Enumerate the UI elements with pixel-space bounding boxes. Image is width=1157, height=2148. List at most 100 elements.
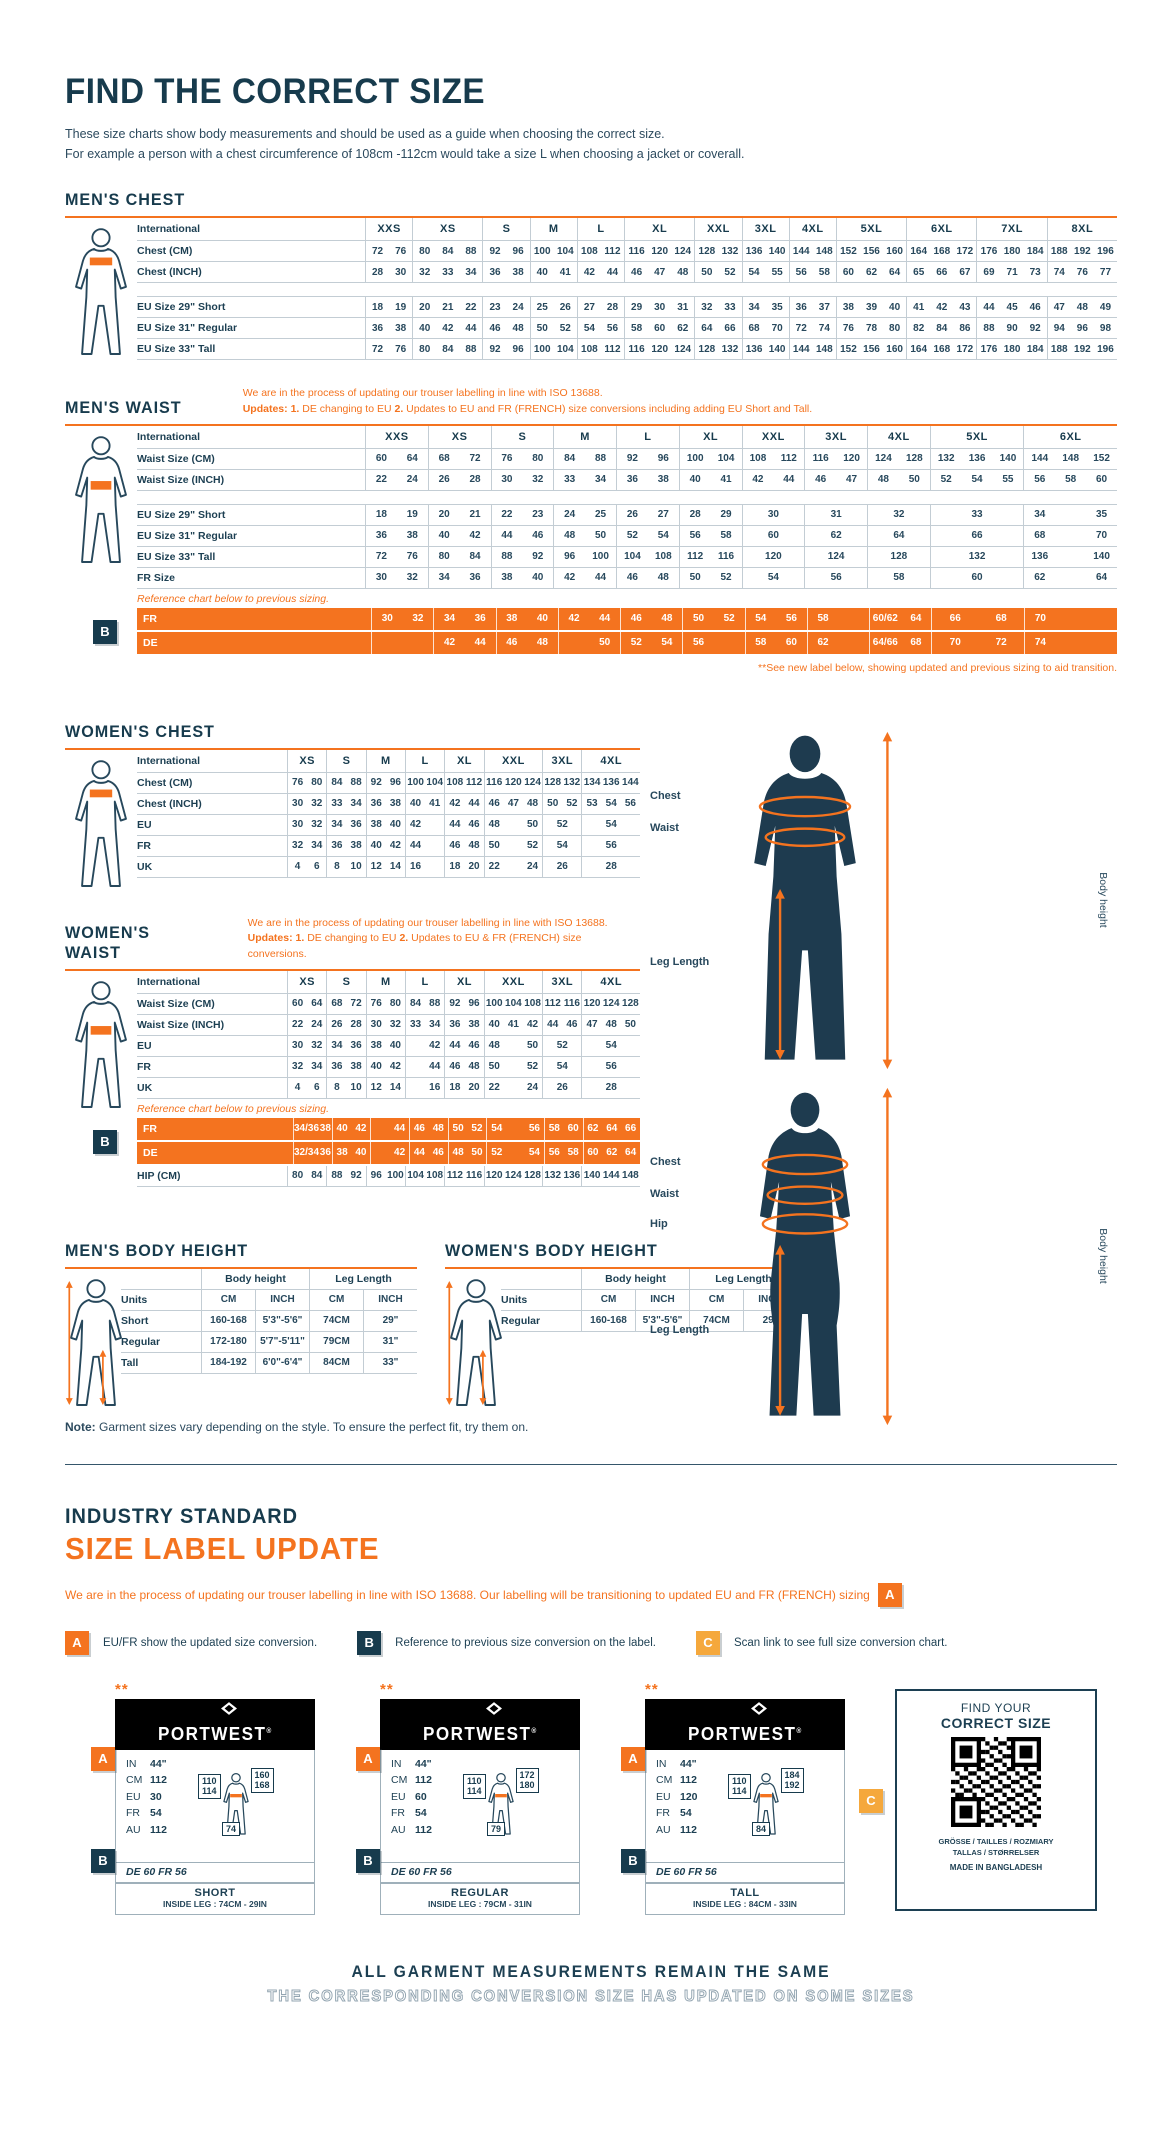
- size-column: 62: [804, 525, 867, 546]
- size-column: 28: [581, 1077, 640, 1098]
- spec-row: AU 112: [126, 1822, 308, 1839]
- size-column: 44: [404, 1056, 444, 1077]
- size-value: 88: [331, 1170, 343, 1182]
- size-value: 40: [370, 1061, 382, 1073]
- size-value: 34: [438, 572, 450, 583]
- size-column: 54 55: [741, 262, 789, 282]
- note-text: Garment sizes vary depending on the styl…: [95, 1419, 529, 1434]
- size-value: 50: [908, 474, 920, 485]
- size-column-header: S: [482, 218, 529, 240]
- size-value: 54: [755, 613, 767, 624]
- size-column: 112 116: [542, 993, 581, 1014]
- size-value: 47: [1053, 301, 1065, 313]
- size-value: 64: [893, 530, 905, 541]
- size-value: 35: [771, 301, 783, 313]
- mens-body-height-title: MEN'S BODY HEIGHT: [65, 1240, 249, 1260]
- size-value: 32: [389, 1019, 401, 1031]
- leg-measure-box: 74: [221, 1821, 240, 1837]
- size-column: 60: [929, 567, 1024, 588]
- size-name: XL: [456, 754, 472, 767]
- size-value: 72: [371, 343, 384, 355]
- group-header: Body height: [201, 1268, 309, 1289]
- womens-chest-title: WOMEN'S CHEST: [65, 721, 215, 741]
- header-label: International: [137, 754, 201, 767]
- size-value: 47: [846, 474, 858, 485]
- size-column: 44 46: [444, 1035, 483, 1056]
- size-value: 42: [568, 613, 580, 624]
- size-value: 112: [780, 453, 797, 464]
- size-value: 40: [389, 1040, 401, 1052]
- size-column: 88 92: [326, 1165, 365, 1186]
- previous-size-row: DE 60 FR 56: [116, 1861, 314, 1882]
- size-value: 48: [452, 1147, 464, 1159]
- note-segment: 1.: [290, 402, 300, 415]
- size-value: 104: [624, 551, 641, 562]
- size-value: 32: [412, 613, 424, 624]
- size-value: 152: [1093, 453, 1110, 464]
- size-value: 188: [1050, 245, 1068, 257]
- size-column-header: S: [326, 970, 365, 993]
- size-column: 188 192 196: [1046, 339, 1117, 359]
- size-column: 54 56: [486, 1117, 544, 1140]
- spec-row: IN 44": [391, 1756, 573, 1773]
- size-name: S: [502, 223, 511, 235]
- update-title: SIZE LABEL UPDATE: [65, 1530, 380, 1566]
- size-value: 84: [410, 998, 422, 1010]
- size-column: 60: [741, 525, 805, 546]
- size-value: 12: [370, 861, 382, 872]
- size-column-header: M: [553, 425, 616, 448]
- size-value: 100: [686, 453, 704, 464]
- mens-waist-table: International XXS XS S M L XL XXL 3XL 4XL 5XL 6XL Wa…: [65, 423, 1117, 674]
- size-name: XL: [456, 975, 472, 988]
- size-name: 8XL: [1071, 223, 1094, 235]
- size-value: 42: [564, 572, 576, 583]
- size-value: 69: [983, 266, 995, 278]
- size-value: 60/62: [872, 613, 898, 624]
- size-value: 18: [371, 301, 384, 313]
- size-value: 136: [745, 245, 763, 257]
- size-value: 100: [533, 343, 551, 355]
- size-value: 72: [995, 637, 1007, 648]
- size-value: 43: [959, 301, 971, 313]
- fit-name: TALL: [730, 1886, 760, 1899]
- size-column: 48 50: [447, 1141, 487, 1164]
- row-label: UK: [137, 1081, 153, 1094]
- footer-line-2: THE CORRESPONDING CONVERSION SIZE HAS UP…: [267, 1987, 915, 2005]
- size-value: 70: [771, 322, 783, 334]
- spacer-row: [137, 283, 1117, 297]
- size-value: 132: [937, 453, 955, 464]
- size-value: 62: [587, 1123, 599, 1135]
- figure-label-body-height: Body height: [1097, 872, 1109, 928]
- size-value: 54: [583, 322, 595, 334]
- spec-row: IN 44": [126, 1756, 308, 1773]
- table-row: EU Size 29" Short 18 19 20 21 22 23 24 25 26 27 28 2…: [137, 504, 1117, 526]
- size-name: M: [548, 223, 559, 235]
- size-value: 68: [748, 322, 760, 334]
- size-value: 50: [624, 1019, 636, 1031]
- size-value: 50: [599, 637, 611, 648]
- size-value: 36: [449, 1019, 461, 1031]
- size-value: 140: [768, 245, 786, 257]
- table-row: Tall 184-192 6'0"-6'4" 84CM 33": [121, 1352, 417, 1374]
- size-value: 88: [983, 322, 995, 334]
- size-column: 22 24: [483, 1077, 543, 1098]
- row-label: EU Size 33" Tall: [137, 343, 216, 355]
- spec-row: AU 112: [391, 1822, 573, 1839]
- size-column-header: XL: [624, 218, 694, 240]
- size-value: 66: [625, 1123, 637, 1135]
- size-value: 62: [817, 637, 829, 648]
- table-row: UK 4 6 8 10 12 14 16 18 20 22 24 26 28: [137, 1077, 640, 1099]
- spec-value: 44": [680, 1757, 697, 1770]
- size-column: 36 38: [365, 525, 428, 546]
- size-value: 40: [532, 572, 544, 583]
- size-column: 164 168 172: [906, 241, 976, 261]
- size-value: 58: [893, 572, 905, 583]
- spec-key: FR: [656, 1807, 670, 1819]
- note-segment: 2.: [399, 932, 409, 945]
- size-value: 192: [1074, 343, 1091, 355]
- size-value: 56: [605, 840, 617, 851]
- spec-value: 44": [415, 1757, 432, 1770]
- spec-row: CM 112: [391, 1772, 573, 1789]
- size-value: 20: [438, 509, 450, 520]
- size-value: 58: [755, 637, 767, 648]
